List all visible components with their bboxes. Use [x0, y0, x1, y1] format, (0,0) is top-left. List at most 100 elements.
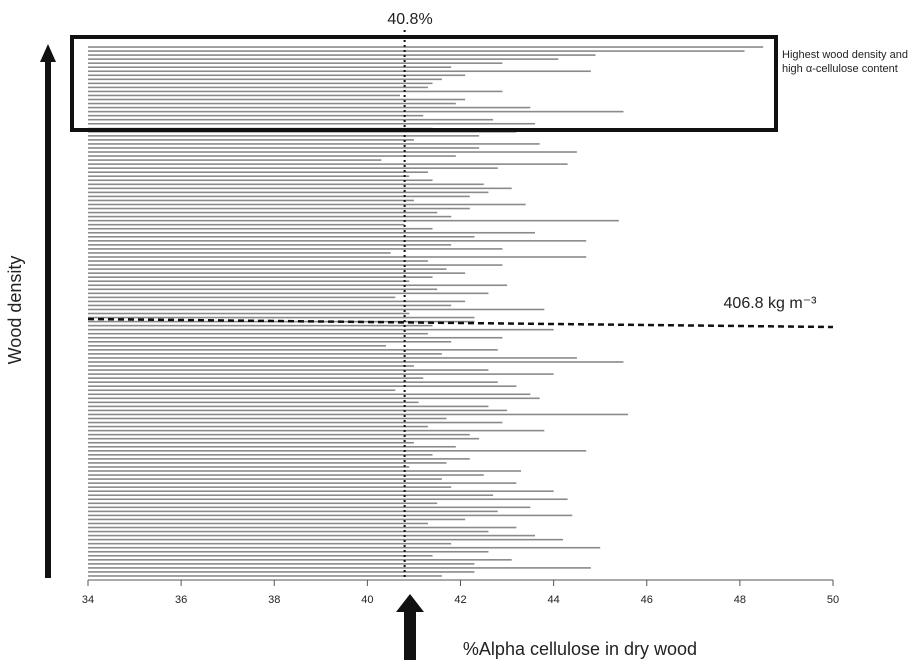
highlight-box	[70, 35, 778, 132]
bar	[88, 445, 456, 448]
bar	[88, 328, 554, 331]
bar	[88, 381, 498, 383]
x-tick-label: 48	[734, 594, 746, 606]
bar	[88, 393, 531, 396]
bar	[88, 62, 503, 64]
bar	[88, 542, 452, 545]
bar	[88, 365, 414, 367]
bar	[88, 385, 517, 388]
bar	[88, 94, 400, 97]
bar	[88, 530, 489, 533]
bar	[88, 227, 433, 230]
threshold-label: 406.8 kg m⁻³	[724, 295, 818, 312]
bar	[88, 179, 433, 182]
bar	[88, 421, 503, 424]
bar	[88, 518, 466, 521]
bar	[88, 332, 428, 335]
bar	[88, 345, 386, 347]
bar	[88, 268, 447, 270]
bar	[88, 199, 414, 202]
x-tick-label: 44	[548, 594, 560, 606]
bar	[88, 211, 438, 214]
bar	[88, 340, 452, 343]
bar	[88, 437, 480, 440]
bar	[88, 336, 503, 339]
bar	[88, 171, 428, 173]
bar	[88, 235, 475, 238]
bar	[88, 102, 456, 105]
x-axis-label: %Alpha cellulose in dry wood	[463, 639, 697, 659]
highlight-box-inner	[74, 39, 774, 128]
bar	[88, 155, 456, 157]
bar	[88, 466, 410, 468]
x-tick-label: 36	[175, 594, 187, 606]
bar	[88, 563, 475, 565]
bar	[88, 126, 433, 129]
bar	[88, 502, 438, 505]
bar	[88, 494, 494, 497]
bar	[88, 207, 470, 210]
bar	[88, 482, 517, 484]
bar	[88, 143, 540, 145]
bar	[88, 159, 382, 161]
bar	[88, 122, 535, 125]
threshold-line	[87, 317, 834, 329]
bar	[88, 458, 470, 460]
bar	[88, 397, 540, 400]
bar	[88, 147, 480, 149]
x-tick-label: 34	[82, 594, 94, 606]
bar	[88, 195, 470, 198]
bar	[88, 74, 466, 77]
bar	[88, 86, 428, 89]
bar	[88, 163, 568, 165]
bar	[88, 571, 475, 573]
bar	[88, 82, 433, 85]
bar	[88, 429, 545, 432]
bar	[88, 288, 438, 291]
bar	[88, 223, 405, 226]
bar	[88, 316, 475, 319]
bar	[88, 478, 442, 480]
bar	[88, 409, 508, 412]
bar	[88, 240, 587, 242]
bar	[88, 308, 545, 311]
bar	[88, 272, 466, 274]
bar	[88, 369, 489, 371]
bar	[88, 554, 433, 557]
bar	[88, 70, 591, 73]
bar	[88, 260, 428, 262]
bar	[88, 276, 433, 278]
bar	[88, 98, 466, 101]
bar	[88, 66, 452, 69]
bar	[88, 575, 442, 577]
bar	[88, 78, 442, 81]
bar	[88, 203, 526, 206]
bar	[88, 219, 619, 222]
bar	[88, 135, 480, 137]
bar	[88, 462, 447, 464]
bar	[88, 264, 503, 266]
bar	[88, 106, 531, 109]
bar	[88, 110, 624, 113]
bar	[88, 90, 503, 93]
bar	[88, 567, 591, 569]
bar	[88, 353, 442, 355]
bar	[88, 490, 554, 492]
bar	[88, 183, 484, 186]
bar	[88, 54, 596, 56]
bar	[88, 413, 629, 416]
bar	[88, 389, 396, 392]
bar	[88, 296, 396, 299]
bar	[88, 417, 447, 420]
bar	[88, 474, 484, 476]
bar	[88, 510, 498, 513]
bar	[88, 441, 414, 444]
bar	[88, 46, 764, 48]
bar	[88, 187, 512, 190]
y-arrow-head	[40, 44, 56, 62]
bar	[88, 175, 410, 178]
bar	[88, 534, 535, 537]
bar	[88, 50, 745, 52]
bar	[88, 280, 410, 283]
